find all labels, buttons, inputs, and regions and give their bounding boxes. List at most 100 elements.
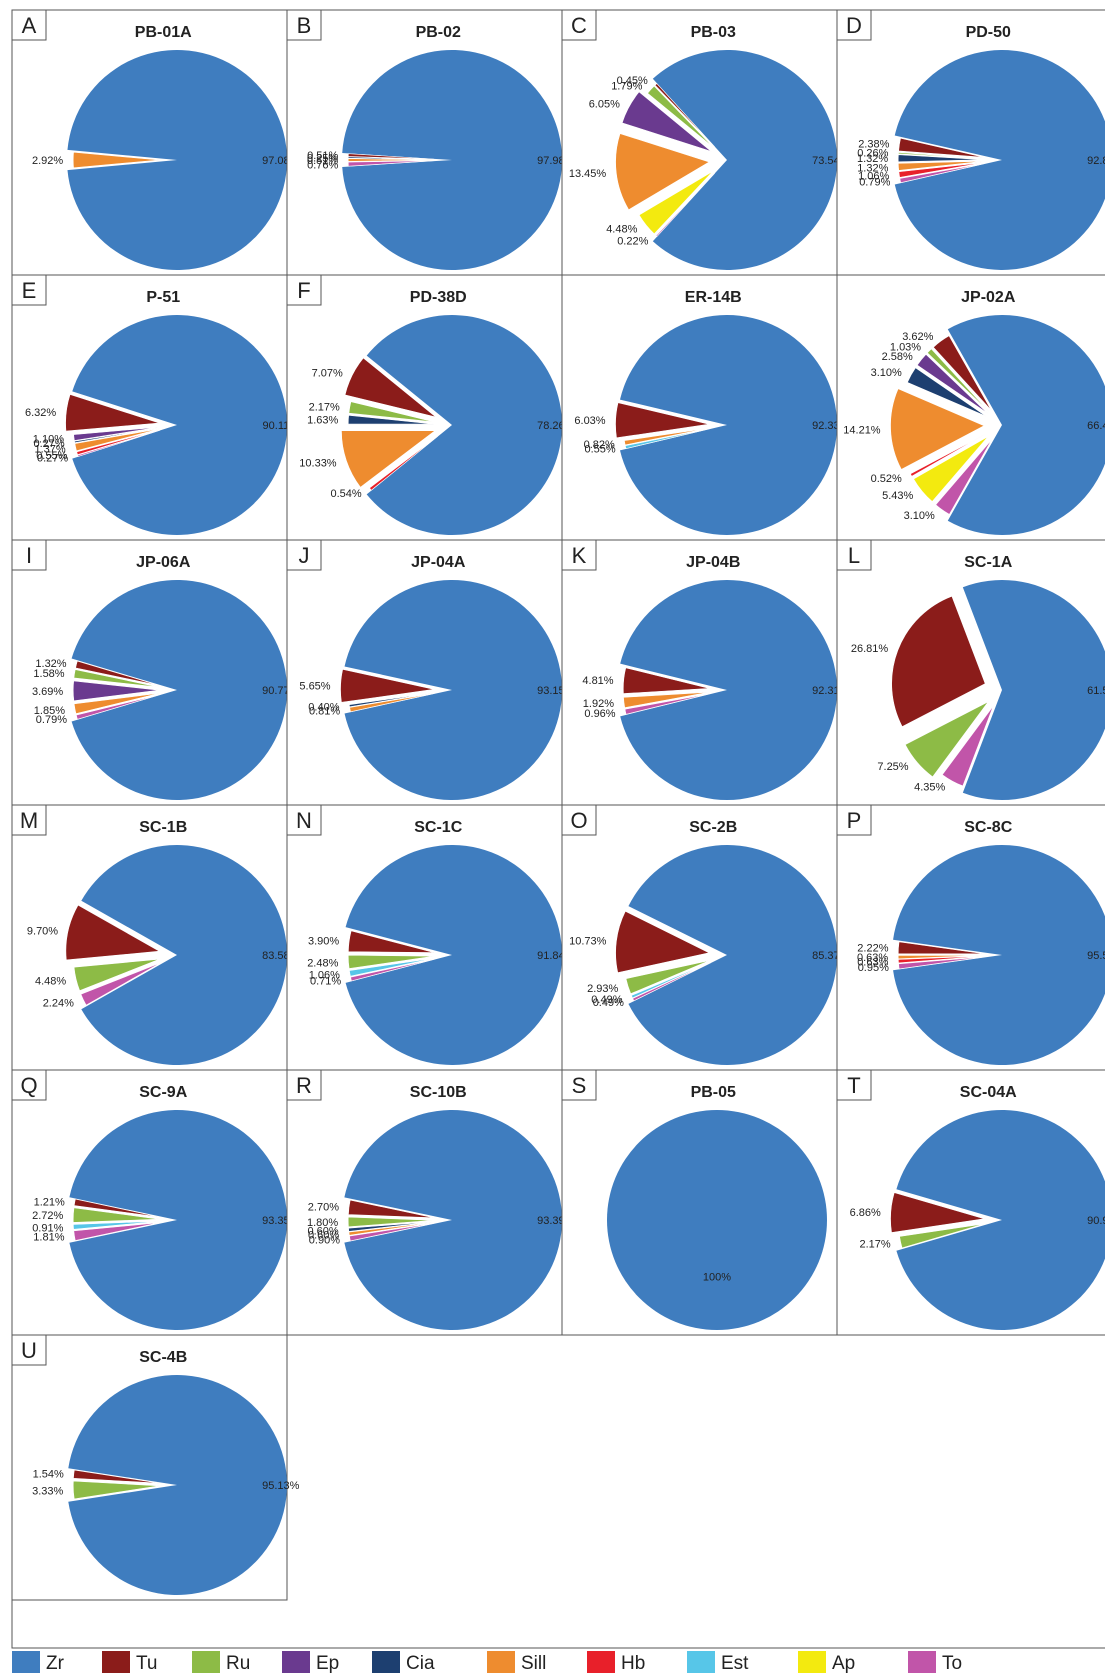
pie-slice-ru <box>926 348 990 413</box>
pie-slice-zr <box>81 844 287 1065</box>
pie-slice-ep <box>73 426 160 441</box>
pie-slice-tu <box>73 1198 160 1218</box>
panel-letter: Q <box>20 1073 37 1098</box>
pie-title: PB-02 <box>416 24 461 41</box>
pie-slice-tu <box>891 595 986 727</box>
pie-slice-zr <box>67 50 287 271</box>
data-label: 0.54% <box>330 488 361 500</box>
data-label: 2.72% <box>32 1210 63 1222</box>
data-label: 6.05% <box>589 99 620 111</box>
legend: Zr Tu Ru Ep Cia Sill Hb Est Ap To <box>0 1648 1105 1676</box>
panel-letter-box <box>286 274 322 306</box>
pie-slice-sill <box>890 388 985 470</box>
panel-letter-box <box>286 539 322 571</box>
pie-slice-sill <box>897 955 985 960</box>
data-label: 0.49% <box>593 997 624 1009</box>
panel-letter: I <box>26 543 32 568</box>
panel-letter: T <box>847 1073 860 1098</box>
pie-slice-ru <box>904 701 989 778</box>
pie-slice-ru <box>899 1223 985 1249</box>
panel-letter-box <box>836 539 872 571</box>
panel-letter: O <box>570 808 587 833</box>
data-label: 0.55% <box>36 450 67 462</box>
panel-e: E P-5190.11%6.32%1.10%0.27%1.37%0.55%0.27… <box>11 274 299 541</box>
panel-letter-box <box>836 9 872 41</box>
panel-letter: L <box>848 543 860 568</box>
pie-slice-tu <box>73 1469 160 1484</box>
data-label: 3.33% <box>32 1485 63 1497</box>
panel-letter-box <box>11 539 47 571</box>
pie-title: PB-03 <box>691 24 736 41</box>
panel-u: U SC-4B 95.13% 1.54% 3.33% <box>11 1334 300 1601</box>
data-label: 0.25% <box>307 152 338 164</box>
data-label: 0.27% <box>37 453 68 465</box>
data-label: 0.95% <box>858 962 889 974</box>
panel-d: DPD-5092.86%2.38%0.26%1.32%1.32%1.06%0.7… <box>836 9 1105 276</box>
pie-slice-zr <box>68 1375 287 1596</box>
data-label: 14.21% <box>843 425 881 437</box>
pie-slice-sill <box>73 692 160 715</box>
pie-slice-est <box>349 957 435 977</box>
data-label: 0.71% <box>310 975 341 987</box>
data-label: 90.97% <box>1087 1215 1105 1227</box>
pie-title: PD-50 <box>966 24 1011 41</box>
pie-slice-tu <box>890 1192 985 1233</box>
data-label: 6.03% <box>574 415 605 427</box>
data-label: 26.81% <box>851 643 889 655</box>
panel-c: C PB-0373.54%0.45%1.79%6.05%13.45%4.48%0.… <box>561 9 850 276</box>
data-label: 0.51% <box>307 150 338 162</box>
panel-jp-02a: JP-02A 66.41% 3.62%1.03%2.58% 3.10% 14.21% 0.… <box>836 274 1105 541</box>
data-label: 0.90% <box>309 1235 340 1247</box>
data-label: 1.80% <box>307 1217 338 1229</box>
pie-slice-zr <box>894 50 1105 270</box>
pie-slice-to <box>655 173 715 237</box>
panel-letter: F <box>297 278 310 303</box>
panel-letter-box <box>561 804 597 836</box>
pie-slice-ru <box>72 1207 160 1223</box>
pie-slice-cia <box>348 1221 435 1232</box>
pie-slice-to <box>347 160 435 167</box>
panel-letter: U <box>21 1338 37 1363</box>
data-label: 2.70% <box>308 1202 339 1214</box>
pie-slice-ru <box>347 1216 435 1228</box>
panel-letter: S <box>572 1073 587 1098</box>
data-label: 4.48% <box>35 976 66 988</box>
pie-slice-sill <box>347 158 435 162</box>
pie-title: SC-4B <box>139 1349 187 1366</box>
pie-slice-zr <box>620 580 837 800</box>
data-label: 1.06% <box>858 170 889 182</box>
legend-label: Hb <box>621 1653 646 1674</box>
pie-slice-hb <box>898 162 985 178</box>
pie-title: SC-1C <box>414 819 462 836</box>
legend-swatch <box>798 1651 826 1673</box>
panel-t: T SC-04A 90.97% 6.86% 2.17% <box>836 1069 1105 1336</box>
data-label: 0.79% <box>859 177 890 189</box>
legend-label: Sill <box>521 1653 547 1674</box>
panel-letter: A <box>22 13 37 38</box>
data-label: 13.45% <box>569 168 607 180</box>
panel-letter-box <box>561 1069 597 1101</box>
data-label: 1.06% <box>309 970 340 982</box>
data-label: 2.17% <box>309 401 340 413</box>
pie-slice-sill <box>624 427 710 446</box>
pie-slice-to <box>898 956 985 970</box>
pie-slice-tu <box>347 153 435 160</box>
panel-letter: P <box>847 808 862 833</box>
pie-slice-to <box>77 430 160 457</box>
data-label: 92.86% <box>1087 155 1105 167</box>
data-label: 0.63% <box>857 952 888 964</box>
pie-slice-zr <box>628 845 838 1065</box>
pie-slice-cia <box>74 427 160 444</box>
pie-title: SC-1B <box>139 819 187 836</box>
pie-slice-zr <box>947 315 1105 535</box>
data-label: 9.70% <box>27 925 58 937</box>
data-label: 1.81% <box>33 1232 64 1244</box>
pie-slice-to <box>80 962 161 1006</box>
pie-slice-tu <box>932 335 992 411</box>
